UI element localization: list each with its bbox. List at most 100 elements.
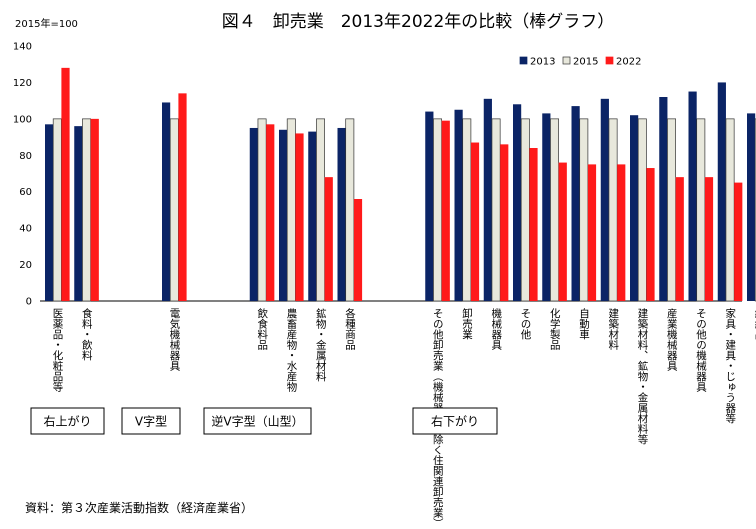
group-box: [203, 407, 312, 435]
y-tick-label: 140: [13, 42, 32, 53]
bar-2015: [345, 118, 355, 302]
category-label: 化学製品: [549, 307, 561, 351]
bar-2015: [550, 118, 560, 302]
bar-2015: [608, 118, 618, 302]
bar-2015: [433, 118, 443, 302]
legend-label: 2015: [573, 57, 598, 68]
bar-2015: [696, 118, 706, 302]
bars: [45, 67, 756, 302]
bar-2015: [637, 118, 647, 302]
legend-swatch-2015: [562, 56, 571, 65]
category-labels: 医薬品・化粧品等 食料・飲料 電気機械器具 飲食料品 農畜産物・水産物 鉱物・金属材料 各種…: [52, 307, 756, 528]
group-boxes: 右上がり V字型 逆V字型（山型） 右下がり: [30, 407, 498, 435]
source-note: 資料：第３次産業活動指数（経済産業省）: [25, 500, 253, 515]
category-label: 鉱物・金属材料: [315, 307, 327, 382]
bar-2013: [45, 124, 54, 301]
bar-2015: [579, 118, 589, 302]
bar-2022: [266, 124, 275, 301]
category-label: 自動車: [578, 307, 590, 340]
group-label: V字型: [135, 414, 167, 429]
bar-2022: [353, 199, 363, 301]
group-label: 右下がり: [431, 414, 479, 429]
base-note: 2015年=100: [15, 17, 78, 30]
bar-2015: [520, 118, 530, 302]
bar-2015: [667, 118, 677, 302]
bar-2022: [470, 142, 480, 301]
category-label: 建築材料、鉱物・金属材料等: [637, 307, 649, 444]
chart-title: 図４ 卸売業 2013年2022年の比較（棒グラフ）: [222, 12, 615, 32]
bar-2015: [82, 118, 91, 302]
y-tick-label: 100: [13, 114, 32, 125]
y-tick-label: 20: [19, 260, 32, 271]
bar-2013: [571, 106, 580, 301]
group-label: 逆V字型（山型）: [211, 414, 303, 429]
category-label: 産業機械器具: [666, 307, 678, 372]
bar-2022: [646, 168, 655, 301]
bar-2015: [286, 118, 296, 302]
legend-label: 2022: [616, 57, 641, 68]
bar-2015: [462, 118, 472, 302]
bar-2013: [717, 82, 726, 301]
bar-2022: [675, 177, 684, 301]
y-tick-label: 120: [13, 78, 32, 89]
y-tick-label: 60: [19, 187, 32, 198]
legend-label: 2013: [530, 57, 555, 68]
bar-2015: [52, 118, 62, 302]
bar-2022: [704, 177, 714, 301]
bar-2013: [483, 98, 492, 301]
category-label: 卸売業: [461, 307, 473, 340]
category-label: 家具・建具・じゅう器等: [724, 307, 736, 423]
category-label: 食料・飲料: [81, 307, 93, 361]
category-label: 飲食料品: [256, 307, 268, 351]
bar-2022: [441, 120, 450, 301]
category-label: 電気機械器具: [169, 308, 181, 372]
bar-2022: [500, 144, 509, 301]
bar-2013: [600, 98, 609, 301]
legend-swatch-2022: [605, 56, 614, 65]
bar-2013: [308, 131, 317, 301]
category-label: 医薬品・化粧品等: [52, 308, 64, 392]
bar-2022: [295, 133, 304, 301]
bar-2022: [617, 164, 626, 301]
bar-2015: [491, 118, 501, 302]
legend-swatch-2013: [519, 56, 528, 65]
bar-2015: [316, 118, 326, 302]
bar-2013: [630, 115, 639, 301]
y-tick-label: 0: [26, 297, 32, 308]
bar-2013: [337, 127, 346, 301]
category-label: 繊維品: [754, 307, 756, 340]
bar-2022: [324, 177, 333, 301]
category-label: 機械器具: [490, 307, 502, 351]
bar-2013: [279, 129, 288, 301]
bar-2015: [725, 118, 735, 302]
group-box: [412, 407, 498, 435]
bar-2013: [747, 113, 756, 302]
category-label: 建築材料: [607, 307, 619, 351]
category-label: その他: [520, 308, 532, 340]
bar-2013: [425, 111, 434, 301]
bar-2013: [659, 97, 668, 301]
bar-2015: [257, 118, 267, 302]
bar-2013: [513, 104, 522, 302]
bar-2022: [61, 67, 70, 301]
category-label: 農畜産物・水産物: [286, 307, 298, 393]
y-tick-label: 80: [19, 151, 32, 162]
bar-2022: [178, 93, 187, 301]
bar-2022: [90, 118, 99, 301]
bar-2022: [529, 148, 538, 301]
bar-2013: [454, 109, 463, 301]
bar-2013: [542, 113, 551, 302]
bar-2013: [74, 126, 83, 302]
bar-2022: [587, 164, 597, 301]
bar-2015: [169, 118, 179, 302]
group-box: [121, 407, 181, 435]
bar-2022: [558, 162, 567, 301]
y-tick-label: 40: [19, 224, 32, 235]
group-label: 右上がり: [43, 414, 91, 429]
legend: 2013 2015 2022: [519, 56, 641, 68]
group-box: [30, 407, 105, 435]
bar-2013: [162, 102, 171, 301]
bar-2013: [249, 127, 258, 301]
bar-2013: [688, 91, 697, 302]
